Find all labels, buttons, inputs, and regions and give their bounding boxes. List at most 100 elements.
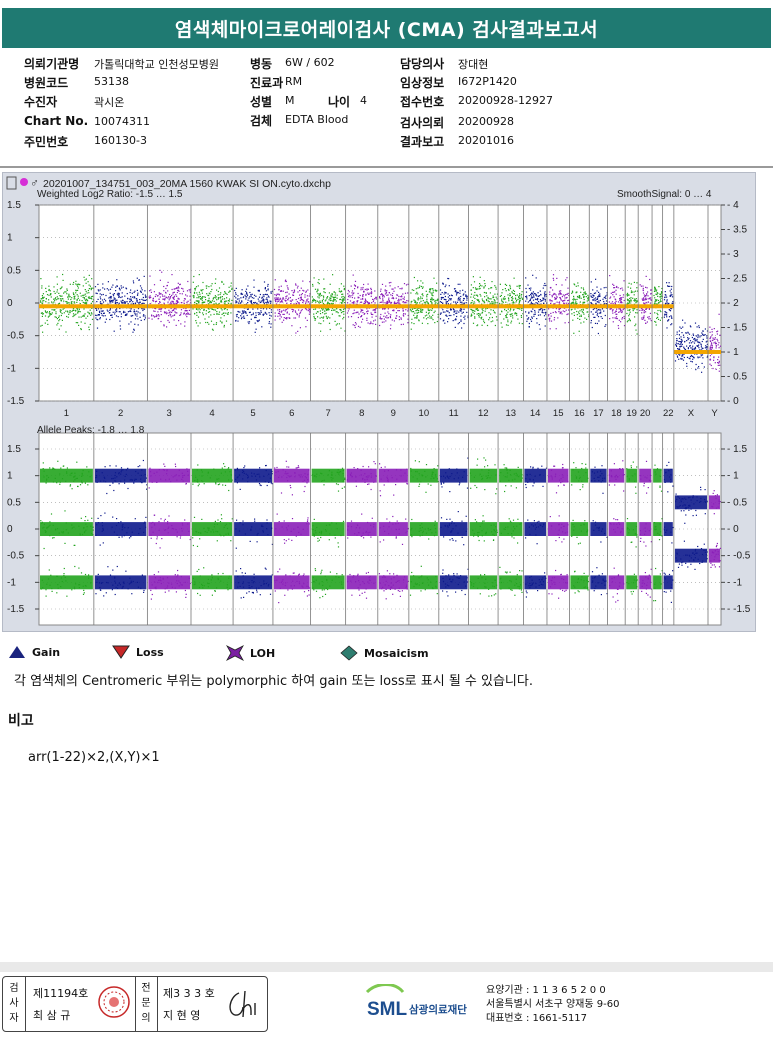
log2-point xyxy=(241,313,243,315)
log2-point xyxy=(612,317,614,319)
allele-point xyxy=(237,586,239,588)
log2-point xyxy=(564,322,566,324)
log2-point xyxy=(388,313,390,315)
log2-point xyxy=(215,302,217,304)
log2-point xyxy=(420,308,422,310)
log2-point xyxy=(338,288,340,290)
log2-point xyxy=(110,314,112,316)
smooth-signal xyxy=(607,304,626,309)
chrom-label: 5 xyxy=(250,408,255,419)
log2-point xyxy=(642,285,644,287)
log2-point xyxy=(219,320,221,322)
log2-point xyxy=(393,303,396,305)
patient-info: 의뢰기관명 가톨릭대학교 인천성모병원 병동 6W / 602 담당의사 장대현… xyxy=(0,55,773,155)
log2-point xyxy=(661,317,663,319)
log2-point xyxy=(101,303,103,305)
log2-point xyxy=(266,308,268,310)
log2-point xyxy=(97,314,99,316)
log2-point xyxy=(311,301,313,303)
log2-point xyxy=(590,302,592,304)
log2-point xyxy=(50,293,52,295)
smooth-signal xyxy=(546,304,570,309)
log2-point xyxy=(168,299,170,301)
log2-point xyxy=(76,299,78,301)
log2-point xyxy=(474,317,476,319)
log2-point xyxy=(103,298,106,300)
allele-point xyxy=(198,568,200,571)
log2-point xyxy=(387,317,389,319)
log2-point xyxy=(296,287,299,289)
log2-point xyxy=(175,308,177,310)
log2-point xyxy=(77,287,79,289)
log2-point xyxy=(709,346,711,348)
log2-point xyxy=(223,315,225,317)
log2-point xyxy=(397,300,399,302)
allele-point xyxy=(242,581,244,583)
log2-point xyxy=(321,299,323,302)
log2-point xyxy=(267,302,270,304)
log2-point xyxy=(167,297,169,299)
log2-point xyxy=(158,303,160,305)
log2-point xyxy=(713,338,715,340)
log2-point xyxy=(545,295,548,297)
allele-point xyxy=(176,582,178,585)
log2-point xyxy=(464,318,466,320)
log2-point xyxy=(676,340,678,342)
log2-point xyxy=(585,296,587,298)
log2-point xyxy=(503,318,505,320)
log2-point xyxy=(164,312,166,314)
log2-point xyxy=(152,315,155,317)
log2-point xyxy=(532,303,534,305)
log2-point xyxy=(104,315,106,317)
log2-point xyxy=(560,298,562,300)
allele-point xyxy=(221,467,223,469)
log2-point xyxy=(82,294,84,296)
log2-point xyxy=(170,301,172,303)
log2-point xyxy=(179,314,181,316)
log2-point xyxy=(568,299,570,301)
log2-point xyxy=(289,297,291,299)
allele-point xyxy=(236,519,238,521)
allele-point xyxy=(215,482,217,484)
log2-point xyxy=(713,328,715,330)
log2-point xyxy=(335,311,337,313)
log2-point xyxy=(710,348,712,351)
log2-point xyxy=(186,295,188,297)
log2-point xyxy=(45,287,47,289)
log2-point xyxy=(701,354,704,356)
specimen: EDTA Blood xyxy=(285,113,349,126)
log2-point xyxy=(331,294,334,296)
log2-point xyxy=(213,323,215,326)
allele-points-chrom-3 xyxy=(148,463,191,600)
log2-point xyxy=(627,299,629,301)
log2-point xyxy=(175,294,177,296)
log2-point xyxy=(450,314,452,317)
log2-point xyxy=(59,309,61,311)
cma-chart: ♂ 20201007_134751_003_20MA 1560 KWAK SI O… xyxy=(6,176,751,626)
allele-point xyxy=(114,593,116,596)
log2-point xyxy=(686,340,688,342)
allele-point xyxy=(151,593,153,596)
log2-point xyxy=(686,345,688,347)
log2-point xyxy=(279,315,281,317)
log2-point xyxy=(693,347,695,350)
log2-point xyxy=(553,317,556,319)
log2-point xyxy=(159,301,161,303)
allele-point xyxy=(121,469,123,471)
log2-point xyxy=(636,301,638,303)
log2-point xyxy=(458,322,460,324)
log2-point xyxy=(535,294,537,296)
log2-points-chrom-21 xyxy=(653,286,663,326)
allele-point xyxy=(250,528,252,530)
allele-point xyxy=(184,581,186,583)
log2-point xyxy=(208,299,210,301)
log2-point xyxy=(671,303,673,305)
log2-point xyxy=(420,300,422,302)
allele-point xyxy=(243,596,245,598)
log2-point xyxy=(348,291,350,293)
log2-point xyxy=(285,308,287,311)
smooth-signal xyxy=(377,304,409,309)
log2-point xyxy=(697,356,699,358)
log2-point xyxy=(240,315,242,317)
log2-point xyxy=(322,320,325,322)
